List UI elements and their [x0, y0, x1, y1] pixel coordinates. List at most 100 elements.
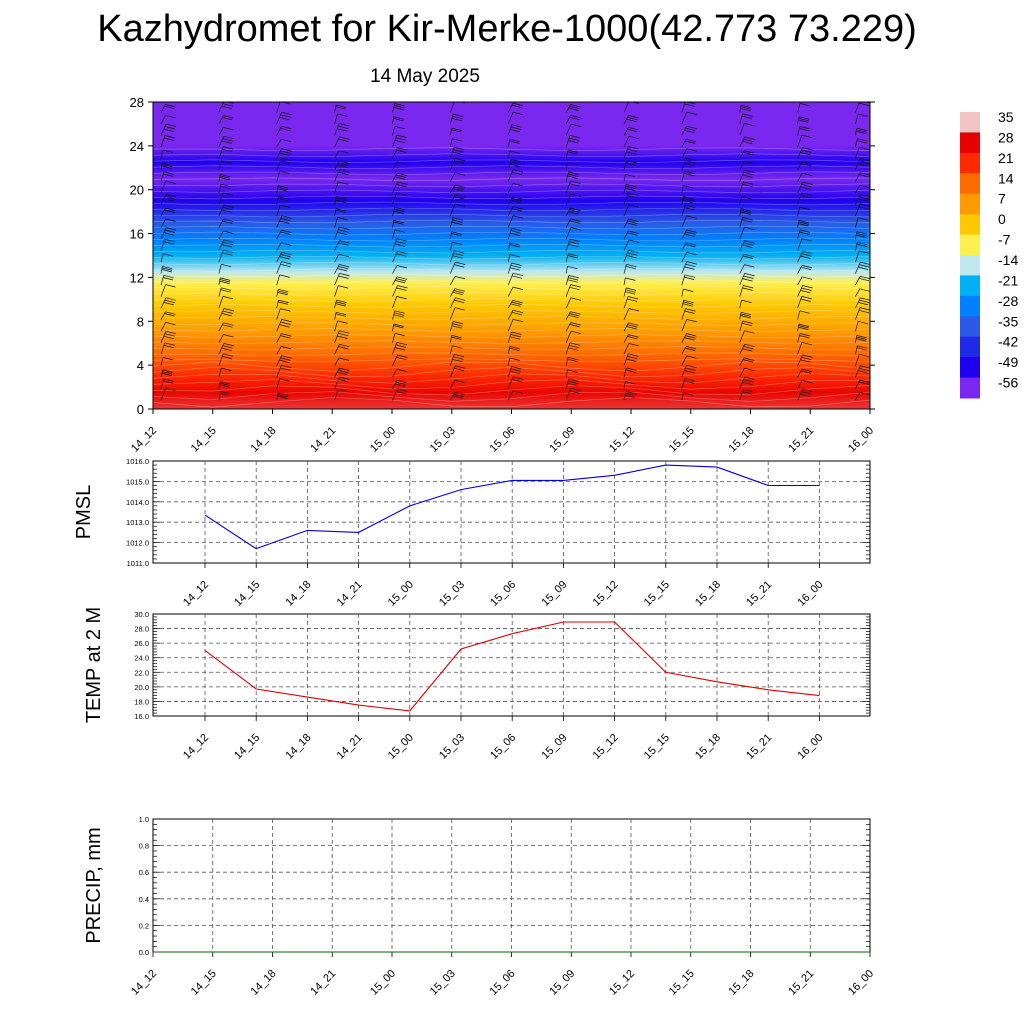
wind-barb: [160, 162, 173, 171]
wind-barb: [334, 150, 350, 159]
wind-barb: [160, 114, 176, 125]
wind-barb: [507, 366, 522, 378]
wind-barb: [334, 357, 350, 366]
wind-barb: [855, 113, 869, 124]
wind-barb: [565, 115, 581, 125]
wind-barb: [623, 367, 637, 378]
wind-barb: [681, 392, 694, 401]
wind-barb: [623, 296, 639, 309]
colorbar-swatch: [960, 112, 980, 133]
wind-barb: [565, 275, 579, 286]
wind-barb: [160, 369, 173, 378]
colorbar-label: -56: [998, 375, 1018, 391]
wind-barb: [392, 354, 408, 366]
wind-barb: [334, 264, 350, 274]
wind-barb: [218, 308, 234, 320]
wind-barb: [739, 253, 755, 263]
wind-barb: [623, 204, 639, 217]
wind-barb: [276, 288, 289, 297]
wind-barb: [334, 136, 350, 148]
wind-barb: [507, 376, 524, 389]
page-title: Kazhydromet for Kir-Merke-1000(42.773 73…: [97, 8, 917, 50]
wind-barb: [160, 135, 175, 148]
contour-line: [153, 292, 870, 296]
wind-barb: [739, 136, 755, 148]
wind-barb: [392, 116, 404, 124]
wind-barb: [623, 127, 639, 136]
y-tick-label: 1014.0: [126, 498, 149, 507]
wind-barb: [507, 196, 523, 205]
contour-line: [153, 225, 870, 230]
wind-barb: [797, 181, 813, 194]
wind-barb: [276, 261, 292, 274]
contour-line: [153, 334, 870, 338]
wind-barb: [334, 123, 350, 136]
wind-barb: [276, 148, 292, 159]
contour-line: [153, 219, 870, 224]
wind-barb: [855, 127, 867, 136]
wind-barb: [565, 369, 578, 378]
y-axis-label: PMSL: [73, 485, 95, 539]
x-tick-label: 14_18: [283, 732, 313, 762]
wind-barb: [565, 342, 580, 355]
wind-barb: [449, 379, 466, 389]
colorbar: 35 28 21 14 7 0 -7 -14 -21 -28 -35 -42 -49 -56: [960, 109, 1018, 399]
wind-barb: [449, 127, 462, 136]
contour-line: [153, 268, 870, 272]
wind-barb: [623, 308, 639, 320]
colorbar-label: 35: [998, 109, 1014, 125]
contour-line: [153, 171, 870, 176]
wind-barb: [160, 171, 174, 182]
wind-barb: [565, 171, 579, 182]
contour-line: [153, 249, 870, 254]
wind-barb: [392, 276, 408, 286]
wind-barb: [160, 357, 173, 366]
y-tick-label: 1012.0: [126, 539, 149, 548]
wind-barb: [797, 276, 813, 286]
wind-barb: [276, 242, 292, 251]
wind-barb: [160, 149, 174, 159]
wind-barb: [160, 274, 174, 286]
wind-barb: [565, 135, 581, 148]
wind-barb: [160, 265, 173, 274]
wind-barb: [855, 307, 870, 320]
wind-barb: [160, 297, 176, 309]
wind-barb: [160, 311, 176, 320]
wind-barb: [392, 238, 407, 251]
wind-barb: [623, 160, 637, 171]
wind-barb: [392, 265, 408, 274]
wind-barb: [160, 227, 177, 240]
wind-barb: [565, 330, 582, 343]
contour-line: [153, 255, 870, 260]
x-tick-label: 16_00: [795, 732, 825, 762]
y-tick-label: 0: [137, 402, 144, 417]
wind-barb: [681, 125, 697, 136]
wind-barb: [855, 379, 870, 389]
contour-line: [153, 165, 870, 169]
colorbar-label: -49: [998, 354, 1018, 370]
wind-barb: [507, 346, 520, 355]
wind-barb: [218, 367, 232, 378]
y-tick-label: 26.0: [134, 639, 149, 648]
wind-barb: [334, 388, 349, 401]
colorbar-swatch: [960, 275, 980, 297]
wind-barb: [623, 115, 639, 125]
colorbar-swatch: [960, 132, 980, 154]
wind-barb: [797, 220, 809, 228]
wind-barb: [623, 230, 639, 240]
wind-barb: [392, 125, 405, 136]
wind-barb: [334, 217, 348, 228]
y-tick-label: 16.0: [134, 712, 149, 721]
wind-barb: [739, 320, 753, 332]
wind-barb: [681, 308, 696, 320]
y-axis-label: PRECIP, mm: [83, 827, 105, 943]
wind-barb: [334, 104, 347, 113]
wind-barb: [218, 353, 234, 366]
contour-line: [153, 153, 870, 157]
x-tick-label: 15_03: [428, 968, 458, 998]
wind-barb: [565, 265, 578, 274]
y-tick-label: 0.0: [139, 948, 149, 957]
contour-line: [153, 201, 870, 206]
wind-barb: [797, 250, 813, 263]
x-tick-label: 15_09: [539, 732, 569, 762]
